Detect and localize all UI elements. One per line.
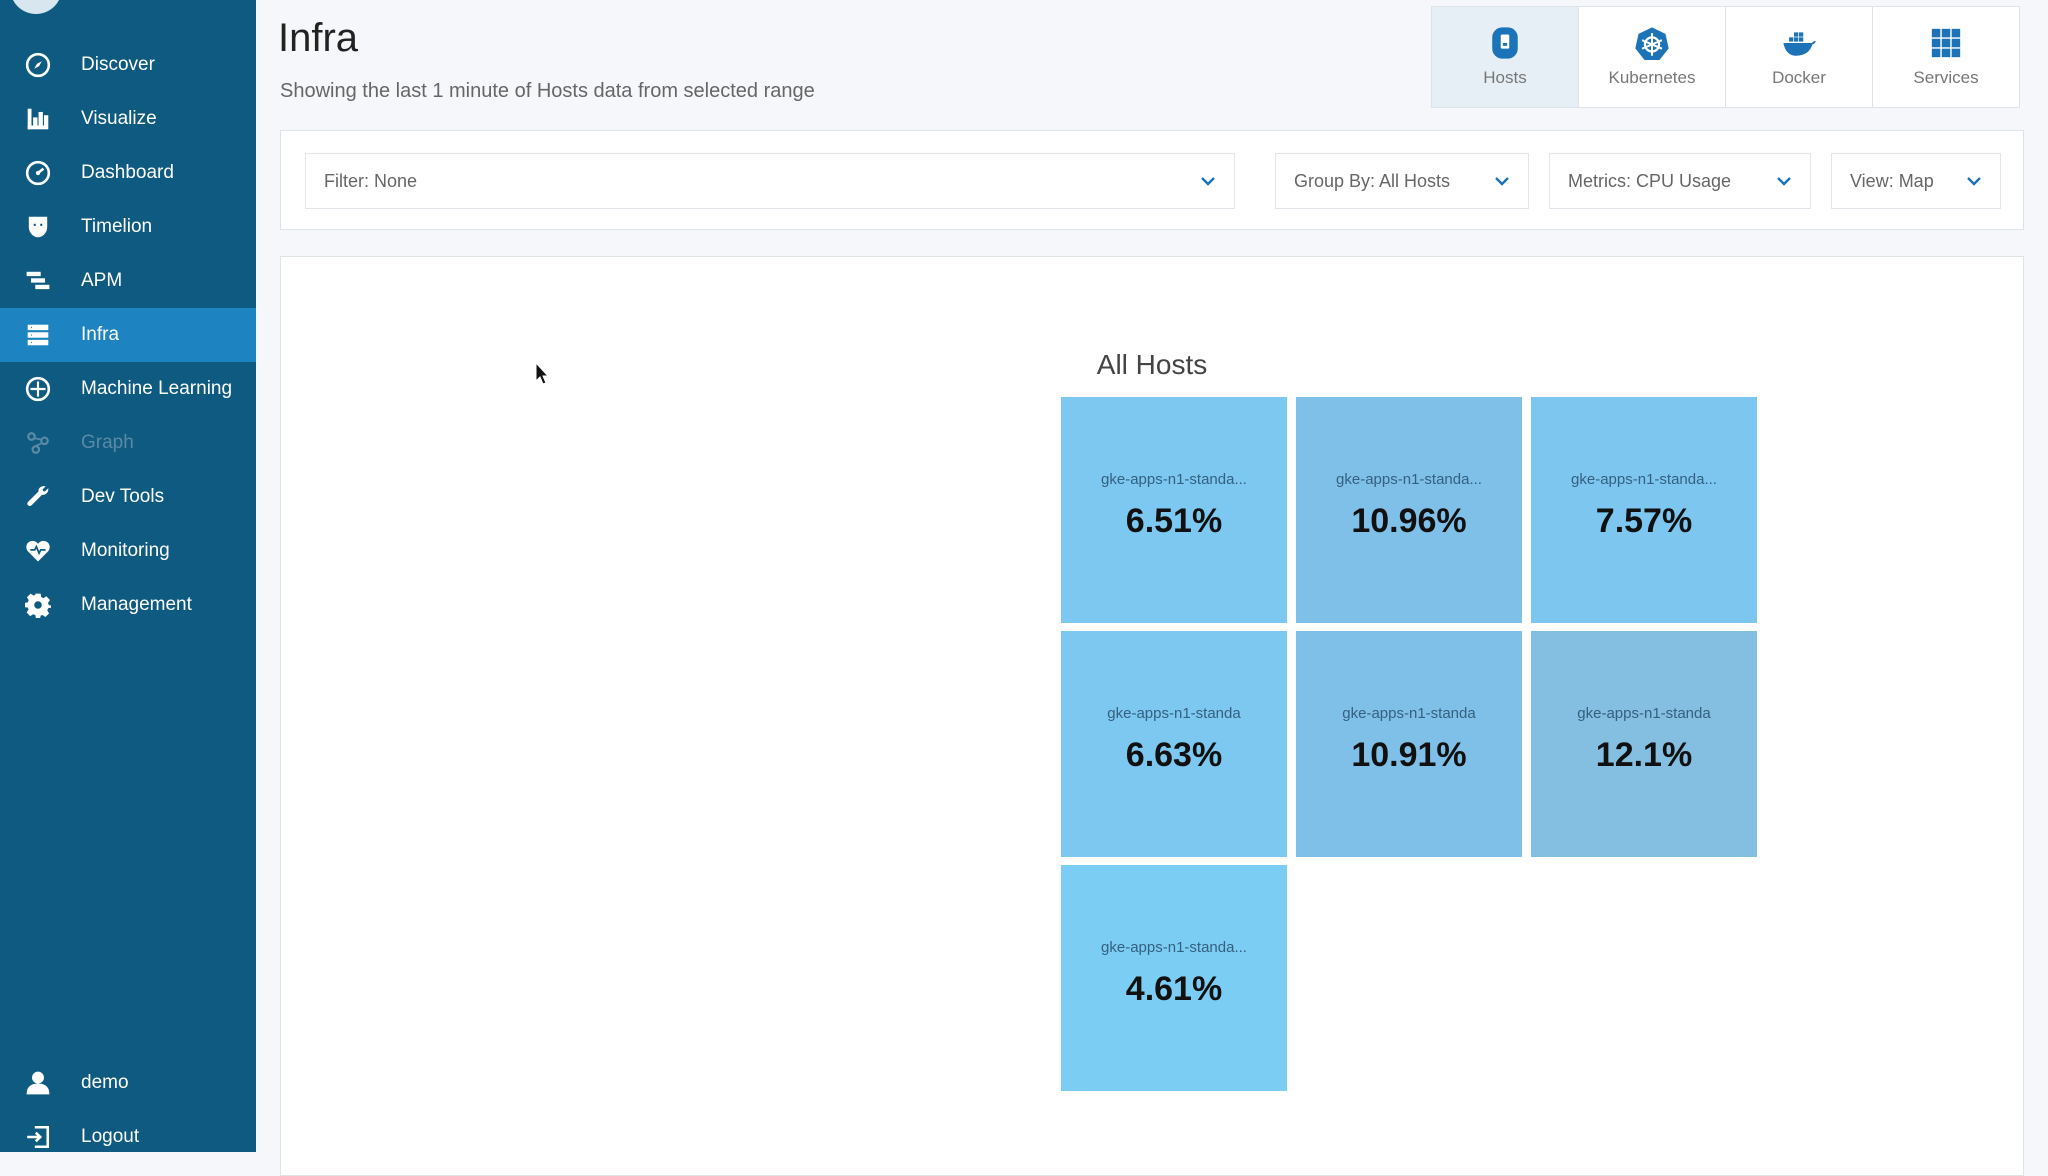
nav-label: Management [81, 594, 192, 615]
nav-item-machine-learning[interactable]: Machine Learning [0, 362, 256, 416]
tab-label: Hosts [1483, 68, 1527, 87]
cpu-value: 10.91% [1351, 736, 1467, 774]
host-name: gke-apps-n1-standa... [1336, 471, 1482, 488]
nav-label: Graph [81, 432, 134, 453]
host-name: gke-apps-n1-standa [1577, 705, 1711, 722]
cpu-value: 6.63% [1125, 736, 1223, 774]
nav-item-visualize[interactable]: Visualize [0, 92, 256, 146]
page-title: Infra [278, 16, 359, 60]
view-dropdown[interactable]: View: Map [1831, 153, 2001, 209]
nav-label: Dashboard [81, 162, 174, 183]
page-subtitle: Showing the last 1 minute of Hosts data … [280, 80, 815, 102]
dashboard-icon [20, 160, 56, 186]
user-icon [20, 1070, 56, 1096]
view-tabs: Hosts Kubernetes Docker Services [1431, 6, 2020, 108]
nav-item-graph[interactable]: Graph [0, 416, 256, 470]
kubernetes-icon [1635, 27, 1669, 60]
filter-dropdown[interactable]: Filter: None [305, 153, 1235, 209]
logout-icon [20, 1124, 56, 1150]
sidebar: Discover Visualize Dashboard Timelion AP… [0, 0, 256, 1152]
nav-item-management[interactable]: Management [0, 578, 256, 632]
host-tile[interactable]: gke-apps-n1-standa... 7.57% [1531, 397, 1757, 623]
host-tile[interactable]: gke-apps-n1-standa 6.63% [1061, 631, 1287, 857]
hosts-icon [1492, 27, 1518, 59]
host-tile[interactable]: gke-apps-n1-standa... 4.61% [1061, 865, 1287, 1091]
group-by-label: Group By: All Hosts [1294, 170, 1451, 191]
filter-toolbar: Filter: None Group By: All Hosts Metrics… [280, 130, 2024, 230]
cpu-value: 12.1% [1595, 736, 1693, 774]
timelion-icon [20, 214, 56, 240]
nav-label: Discover [81, 54, 155, 75]
apm-icon [20, 268, 56, 294]
nav-item-monitoring[interactable]: Monitoring [0, 524, 256, 578]
infra-icon [20, 322, 56, 348]
host-name: gke-apps-n1-standa [1107, 705, 1241, 722]
nav-label: Infra [81, 324, 120, 345]
chevron-down-icon [1777, 177, 1791, 186]
machine-learning-icon [20, 376, 56, 402]
filter-label: Filter: None [324, 170, 418, 191]
compass-icon [20, 52, 56, 78]
kibana-logo[interactable] [10, 0, 62, 14]
nav-item-user[interactable]: demo [0, 1056, 256, 1110]
nav-item-timelion[interactable]: Timelion [0, 200, 256, 254]
chevron-down-icon [1967, 177, 1981, 186]
mouse-cursor-icon [535, 362, 549, 385]
graph-icon [20, 430, 56, 456]
wrench-icon [20, 484, 56, 510]
group-by-dropdown[interactable]: Group By: All Hosts [1275, 153, 1529, 209]
nav-item-dev-tools[interactable]: Dev Tools [0, 470, 256, 524]
gear-icon [20, 592, 56, 618]
nav-item-discover[interactable]: Discover [0, 38, 256, 92]
host-tile[interactable]: gke-apps-n1-standa... 6.51% [1061, 397, 1287, 623]
tab-docker[interactable]: Docker [1725, 6, 1873, 108]
nav-label: Monitoring [81, 540, 170, 561]
tab-label: Docker [1772, 68, 1826, 87]
nav-label: Visualize [81, 108, 157, 129]
view-label: View: Map [1850, 170, 1934, 191]
nav-label: Timelion [81, 216, 153, 237]
metrics-dropdown[interactable]: Metrics: CPU Usage [1549, 153, 1811, 209]
host-tile[interactable]: gke-apps-n1-standa 10.91% [1296, 631, 1522, 857]
host-tile[interactable]: gke-apps-n1-standa 12.1% [1531, 631, 1757, 857]
metrics-label: Metrics: CPU Usage [1568, 170, 1732, 191]
nav-label: Logout [81, 1126, 140, 1147]
host-name: gke-apps-n1-standa... [1571, 471, 1717, 488]
nav-item-apm[interactable]: APM [0, 254, 256, 308]
bar-chart-icon [20, 106, 56, 132]
tab-label: Services [1913, 68, 1979, 87]
nav-item-infra[interactable]: Infra [0, 308, 256, 362]
chevron-down-icon [1201, 177, 1215, 186]
nav-label: APM [81, 270, 123, 291]
main-content: Infra Showing the last 1 minute of Hosts… [256, 0, 2048, 1176]
cpu-value: 10.96% [1351, 502, 1467, 540]
tab-services[interactable]: Services [1872, 6, 2020, 108]
host-name: gke-apps-n1-standa... [1101, 939, 1247, 956]
tab-kubernetes[interactable]: Kubernetes [1578, 6, 1726, 108]
cpu-value: 6.51% [1125, 502, 1223, 540]
nav-label: demo [81, 1072, 129, 1093]
group-title: All Hosts [1096, 349, 1208, 380]
nav-label: Dev Tools [81, 486, 165, 507]
host-name: gke-apps-n1-standa... [1101, 471, 1247, 488]
waffle-map-panel: All Hosts gke-apps-n1-standa... 6.51% gk… [280, 256, 2024, 1176]
docker-icon [1783, 32, 1816, 56]
services-grid-icon [1931, 28, 1961, 58]
tab-label: Kubernetes [1608, 68, 1696, 87]
host-name: gke-apps-n1-standa [1342, 705, 1476, 722]
nav-label: Machine Learning [81, 378, 233, 399]
cpu-value: 4.61% [1125, 970, 1223, 1008]
nav-item-logout[interactable]: Logout [0, 1110, 256, 1164]
chevron-down-icon [1495, 177, 1509, 186]
tab-hosts[interactable]: Hosts [1431, 6, 1579, 108]
cpu-value: 7.57% [1595, 502, 1693, 540]
heartbeat-icon [20, 538, 56, 564]
nav-item-dashboard[interactable]: Dashboard [0, 146, 256, 200]
host-tile[interactable]: gke-apps-n1-standa... 10.96% [1296, 397, 1522, 623]
